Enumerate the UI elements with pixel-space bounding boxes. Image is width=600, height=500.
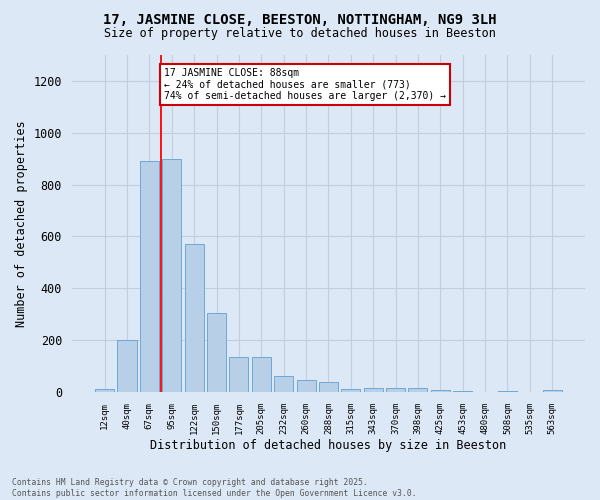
Bar	[386, 388, 405, 392]
Bar	[431, 390, 450, 392]
Text: Contains HM Land Registry data © Crown copyright and database right 2025.
Contai: Contains HM Land Registry data © Crown c…	[12, 478, 416, 498]
X-axis label: Distribution of detached houses by size in Beeston: Distribution of detached houses by size …	[150, 440, 506, 452]
Bar	[252, 357, 271, 392]
Y-axis label: Number of detached properties: Number of detached properties	[15, 120, 28, 327]
Bar	[542, 390, 562, 392]
Bar	[185, 244, 203, 392]
Bar	[274, 376, 293, 392]
Text: Size of property relative to detached houses in Beeston: Size of property relative to detached ho…	[104, 28, 496, 40]
Text: 17, JASMINE CLOSE, BEESTON, NOTTINGHAM, NG9 3LH: 17, JASMINE CLOSE, BEESTON, NOTTINGHAM, …	[103, 12, 497, 26]
Bar	[341, 389, 360, 392]
Bar	[364, 388, 383, 392]
Bar	[229, 357, 248, 392]
Bar	[319, 382, 338, 392]
Bar	[296, 380, 316, 392]
Bar	[118, 340, 137, 392]
Bar	[140, 162, 159, 392]
Bar	[95, 390, 114, 392]
Bar	[207, 313, 226, 392]
Bar	[409, 388, 427, 392]
Bar	[162, 158, 181, 392]
Text: 17 JASMINE CLOSE: 88sqm
← 24% of detached houses are smaller (773)
74% of semi-d: 17 JASMINE CLOSE: 88sqm ← 24% of detache…	[164, 68, 446, 101]
